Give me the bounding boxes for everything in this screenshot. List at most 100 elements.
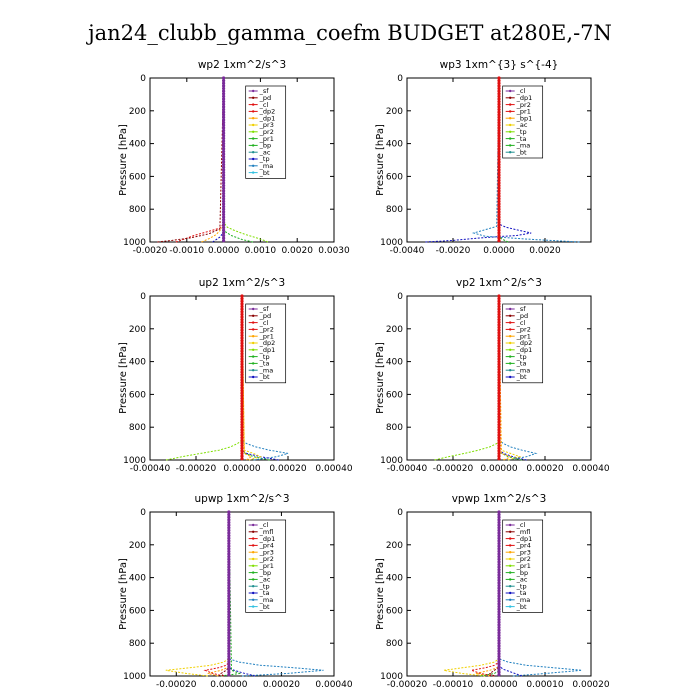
legend-label: _ma [516,142,531,150]
series-marker [222,228,226,232]
series-marker [227,560,231,564]
legend-label: _pd [259,312,272,320]
series-marker [497,583,501,588]
x-tick-label: -0.0020 [436,246,471,256]
legend-label: _pr2 [259,128,274,136]
y-tick-label: 800 [129,639,146,649]
legend-marker [251,164,255,167]
series-marker [240,433,244,437]
series-line-pr1 [443,512,500,677]
series-marker [222,118,226,122]
series-marker [497,121,501,125]
legend: _cl_mfl_dp1_pr4_pr3_pr2_pr1_bp_ac_tp_ta_… [245,519,287,613]
series-marker [222,121,226,125]
series-marker [227,649,231,653]
series-marker [222,107,226,112]
series-marker [497,144,501,148]
series-marker [497,407,501,411]
series-line-dp1 [165,296,243,461]
x-tick-label: -0.00010 [433,680,474,690]
plot-frame [149,511,335,677]
legend-label: _tp [259,353,270,361]
series-marker [227,633,231,637]
series-marker [497,515,501,519]
legend: _sf_pd_cl_pr2_pr1_dp2_dp1_tp_ta_ma_bt [245,303,287,384]
legend-label: _pr3 [259,548,274,556]
series-marker [222,218,226,222]
y-tick-label: 400 [129,574,146,584]
series-marker [497,304,501,309]
y-tick-label: 600 [129,390,146,400]
series-marker [227,544,231,548]
legend-label: _bt [259,169,270,177]
series-marker [497,147,501,151]
series-marker [497,318,501,322]
series-marker [227,641,231,645]
series-marker [240,328,244,332]
legend-marker [508,314,512,317]
y-tick-label: 600 [386,606,403,616]
series-marker [497,549,501,553]
series-marker [222,79,226,83]
legend-marker [251,585,255,588]
series-marker [497,294,501,298]
series-marker [227,665,231,669]
panel-title: up2 1xm^2/s^3 [199,277,285,289]
series-marker [222,189,226,193]
y-tick-label: 1000 [123,672,146,682]
panel-vpwp: vpwp 1xm^2/s^3 Pressure [hPa] 0 200 400 600 80… [375,493,610,690]
series-marker [240,425,244,429]
y-tick-label: 1000 [123,456,146,466]
series-marker [497,657,501,661]
series-marker [497,202,501,206]
series-marker [240,422,244,427]
series-marker [240,430,244,435]
series-marker [222,81,226,85]
series-marker [227,596,231,601]
legend-marker [251,335,255,338]
series-marker [240,320,244,324]
series-line-tp [241,296,289,461]
legend-marker [251,157,255,161]
series-marker [497,391,501,395]
series-line-pr2 [207,512,230,677]
plot-frame [149,77,335,243]
series-marker [227,568,231,572]
series-marker [497,186,501,190]
series-marker [497,375,501,379]
y-tick-label: 1000 [380,238,403,248]
legend-marker [251,341,255,345]
series-marker [497,544,501,548]
series-marker [497,528,501,532]
series-marker [497,360,501,364]
series-marker [240,388,244,393]
series-marker [497,199,501,203]
legend-label: _cl [259,319,269,327]
series-marker [240,441,244,445]
legend-marker [508,369,512,372]
series-marker [227,599,231,603]
legend-marker [251,551,255,554]
series-marker [497,139,501,143]
legend-marker [251,117,255,120]
y-tick-label: 1000 [380,456,403,466]
series-marker [497,594,501,598]
legend-marker [508,571,512,574]
series-marker [497,673,501,677]
legend-marker [508,585,512,588]
series-marker [497,399,501,403]
legend-marker [251,523,255,527]
legend-marker [508,96,512,100]
series-marker [497,425,501,429]
series-marker [222,105,226,109]
legend-marker [508,355,512,358]
series-marker [497,443,501,448]
series-line-tp [425,78,532,243]
series-marker [222,186,226,190]
series-marker [497,417,501,421]
series-marker [497,536,501,540]
series-marker [497,210,501,214]
series-marker [497,394,501,398]
series-marker [497,552,501,556]
legend-marker [251,130,255,133]
